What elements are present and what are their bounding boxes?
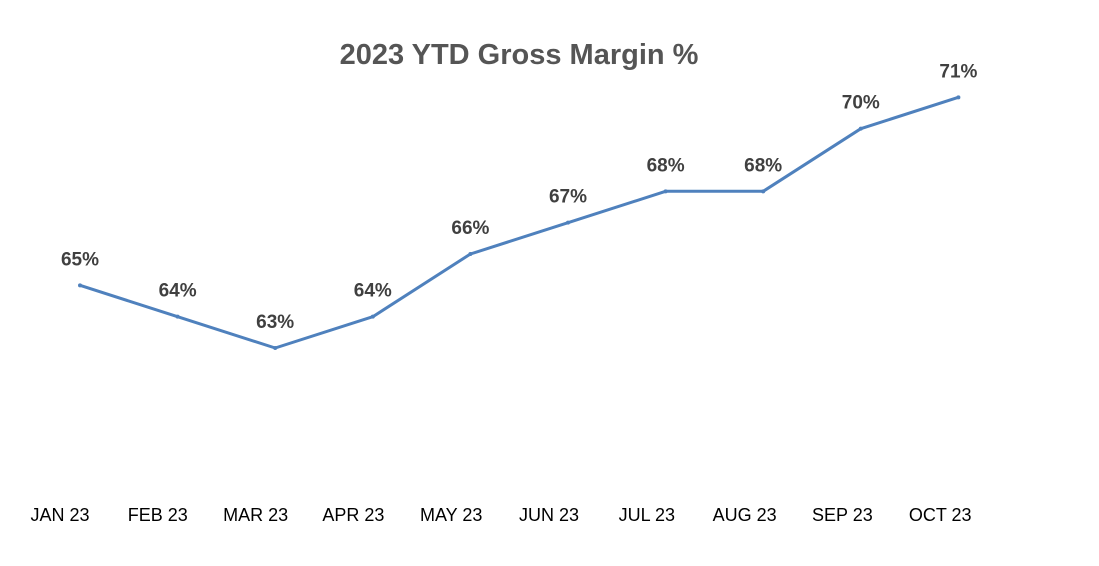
data-label: 63% bbox=[256, 312, 294, 333]
data-label: 71% bbox=[939, 61, 977, 82]
x-tick-label: JUN 23 bbox=[519, 505, 579, 525]
data-labels: 65% 64% 63% 64% 66% 67% 68% 68% 70% 71% bbox=[61, 61, 978, 333]
x-tick-label: APR 23 bbox=[322, 505, 384, 525]
data-label: 66% bbox=[451, 218, 489, 239]
data-point bbox=[663, 189, 668, 194]
data-point bbox=[858, 126, 863, 131]
x-tick-label: AUG 23 bbox=[713, 505, 777, 525]
chart-title: 2023 YTD Gross Margin % bbox=[340, 39, 699, 71]
x-tick-label: JUL 23 bbox=[619, 505, 675, 525]
data-point bbox=[370, 314, 375, 319]
x-axis-tick-labels: JAN 23 FEB 23 MAR 23 APR 23 MAY 23 JUN 23 JUL … bbox=[30, 505, 971, 525]
data-point bbox=[468, 252, 473, 256]
data-point bbox=[78, 283, 82, 288]
x-tick-label: OCT 23 bbox=[909, 505, 972, 525]
data-point bbox=[761, 189, 766, 194]
data-label: 68% bbox=[647, 155, 685, 176]
data-label: 70% bbox=[842, 93, 880, 114]
series-layer bbox=[78, 95, 961, 350]
x-tick-label: SEP 23 bbox=[812, 505, 873, 525]
x-tick-label: MAY 23 bbox=[420, 505, 482, 525]
data-point bbox=[566, 220, 570, 225]
data-point bbox=[175, 314, 180, 319]
data-point bbox=[956, 95, 961, 100]
x-tick-label: FEB 23 bbox=[128, 505, 188, 525]
x-tick-label: JAN 23 bbox=[30, 505, 89, 525]
data-label: 68% bbox=[744, 155, 782, 176]
data-label: 64% bbox=[354, 281, 392, 302]
series-line bbox=[78, 95, 960, 350]
data-label: 64% bbox=[159, 281, 197, 302]
data-label: 67% bbox=[549, 187, 587, 208]
data-label: 65% bbox=[61, 249, 99, 270]
x-tick-label: MAR 23 bbox=[223, 505, 288, 525]
data-point bbox=[273, 346, 278, 350]
